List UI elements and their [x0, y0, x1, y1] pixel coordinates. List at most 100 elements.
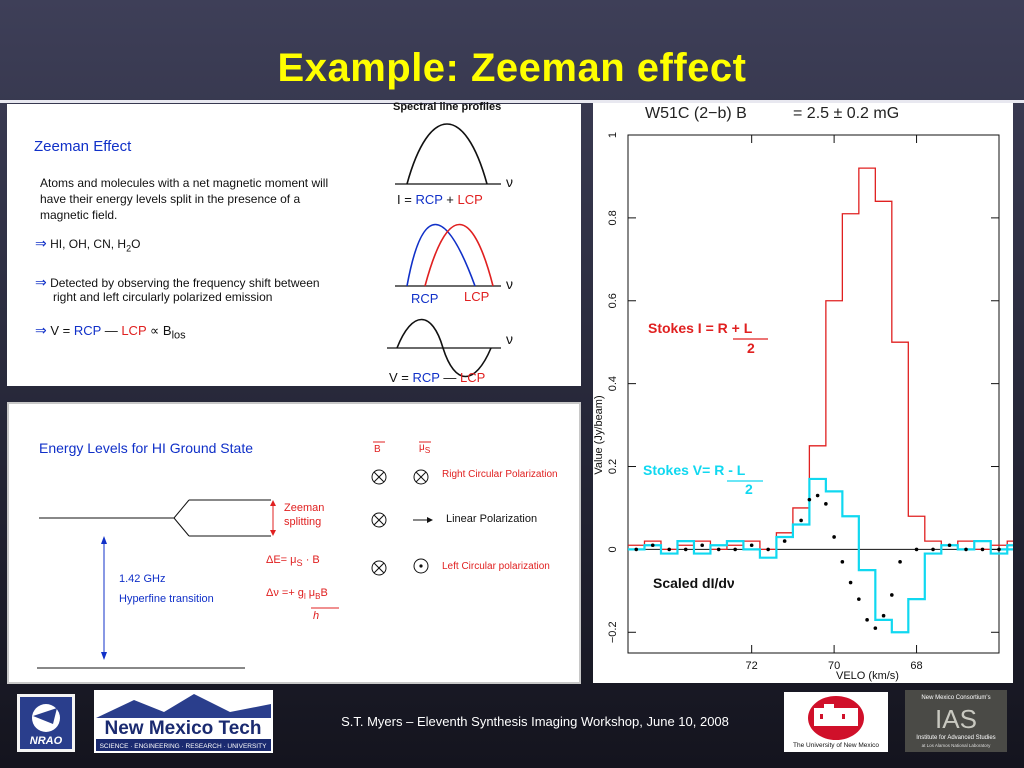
- ias-logo: New Mexico Consortium's IAS Institute fo…: [905, 690, 1007, 752]
- y-axis-label: Value (Jy/beam): [593, 395, 605, 474]
- arrow-icon: ⇒: [35, 235, 47, 251]
- mu-symbol: μ: [419, 442, 425, 453]
- footer-credit: S.T. Myers – Eleventh Synthesis Imaging …: [341, 714, 729, 729]
- nmt-logo-icon: New Mexico Tech SCIENCE · ENGINEERING · …: [96, 694, 271, 751]
- y-tick-label: −0.2: [607, 621, 619, 643]
- scaled-derivative-point: [824, 502, 828, 506]
- bullet-3-v: V =: [50, 323, 71, 338]
- stokes-v-series: [628, 477, 1024, 634]
- bullet-3-sub: los: [171, 329, 186, 342]
- x-tick-label: 70: [828, 660, 840, 672]
- x-tick-label: 72: [746, 660, 758, 672]
- delta-e-formula: ΔE= μS · B: [266, 554, 320, 568]
- scaled-derivative-point: [865, 618, 869, 622]
- energy-level-diagram: [37, 441, 433, 669]
- ias-logo-icon: New Mexico Consortium's IAS Institute fo…: [916, 695, 995, 748]
- scaled-derivative-point: [947, 543, 952, 548]
- energy-heading: Energy Levels for HI Ground State: [39, 440, 253, 456]
- freq-label: 1.42 GHz: [119, 573, 166, 585]
- scaled-derivative-point: [766, 547, 770, 552]
- scaled-derivative-point: [873, 626, 878, 630]
- crossed-circle-icon: [371, 469, 387, 485]
- energy-levels-panel: Energy Levels for HI Ground State: [7, 402, 581, 684]
- crossed-circle-icon: [371, 512, 387, 528]
- rcp-text: Right Circular Polarization: [442, 469, 558, 480]
- delta-nu-mu: μ: [308, 587, 316, 599]
- zeeman-chart-panel: W51C (2−b) B = 2.5 ± 0.2 mG 72 70 68 −0.2 0 0…: [593, 103, 1024, 683]
- scaled-derivative-point: [914, 547, 919, 552]
- lcp-label: LCP: [464, 289, 490, 304]
- crossed-circle-icon: [413, 469, 429, 485]
- lcp-profile: [424, 223, 494, 287]
- paragraph-line-2: have their energy levels split in the pr…: [40, 192, 301, 206]
- slide-title: Example: Zeeman effect: [277, 46, 747, 90]
- x-axis-label: VELO (km/s): [836, 670, 899, 682]
- nmt-logo: New Mexico Tech SCIENCE · ENGINEERING · …: [94, 690, 273, 753]
- svg-text:New Mexico Consortium's: New Mexico Consortium's: [921, 695, 990, 701]
- y-tick-label: 0.8: [607, 210, 619, 225]
- zeeman-chart: W51C (2−b) B = 2.5 ± 0.2 mG 72 70 68 −0.2 0 0…: [593, 105, 1024, 682]
- scaled-derivative-point: [815, 493, 820, 498]
- scaled-derivative-point: [997, 547, 1001, 552]
- bullet-2: ⇒ Detected by observing the frequency sh…: [35, 274, 320, 291]
- bullet-1-sub: 2: [126, 243, 132, 254]
- scaled-derivative-point: [881, 613, 886, 618]
- scaled-derivative-point: [700, 543, 704, 548]
- scaled-derivative-point: [890, 593, 894, 597]
- rcp-profile: [406, 223, 476, 287]
- svg-text:IAS: IAS: [935, 704, 977, 734]
- eq-v-lcp: LCP: [459, 370, 486, 385]
- eq-v-rcp: RCP: [412, 370, 440, 385]
- scaled-derivative-point: [749, 543, 754, 548]
- stokes-v-den: 2: [745, 481, 753, 497]
- split-branch-upper: [173, 499, 190, 519]
- total-profile: [406, 123, 488, 185]
- svg-text:at Los Alamos National Laborat: at Los Alamos National Laboratory: [922, 743, 992, 748]
- scaled-derivative-point: [807, 497, 812, 502]
- scaled-label: Scaled dI/dν: [653, 575, 735, 591]
- eq-i-lcp: LCP: [457, 192, 483, 207]
- nrao-logo-icon: NRAO: [20, 697, 72, 749]
- arrowhead-icon: [427, 517, 433, 523]
- stokes-i-series: [628, 167, 1024, 551]
- scaled-derivative-point: [716, 547, 721, 552]
- bullet-1-end: O: [131, 237, 141, 251]
- eq-i-label: I =: [397, 192, 412, 207]
- scaled-derivative-point: [683, 547, 688, 552]
- y-tick-label: 0.2: [607, 459, 619, 474]
- scaled-derivative-point: [832, 535, 836, 539]
- delta-nu-end: B: [320, 587, 328, 599]
- scaled-derivative-point: [799, 518, 803, 523]
- bullet-2-line-1: Detected by observing the frequency shif…: [50, 276, 320, 290]
- stokes-i-label: Stokes I = R + L: [648, 320, 753, 336]
- y-tick-label: 0: [607, 546, 619, 552]
- svg-text:The University of New Mexico: The University of New Mexico: [793, 742, 879, 749]
- scaled-derivative-point: [650, 543, 655, 548]
- scaled-derivative-point: [898, 560, 902, 564]
- scaled-derivative-point: [634, 547, 639, 552]
- scaled-derivative-point: [840, 560, 845, 564]
- lcp-text: Left Circular polarization: [442, 561, 550, 572]
- eq-i-plus: +: [446, 192, 454, 207]
- zeeman-label-2: splitting: [284, 516, 322, 528]
- h-label: h: [313, 610, 320, 622]
- y-tick-label: 0.4: [607, 376, 619, 391]
- scaled-derivative-point: [667, 547, 672, 552]
- delta-e-end: · B: [305, 554, 320, 566]
- spectral-profiles-diagram: [387, 123, 501, 378]
- dotted-circle-icon: [413, 558, 429, 574]
- eq-v-label: V =: [389, 370, 409, 385]
- plot-border: [627, 134, 1000, 654]
- arrow-icon: ⇒: [35, 322, 47, 338]
- svg-text:NRAO: NRAO: [30, 735, 63, 747]
- y-tick-label: 0.6: [607, 293, 619, 308]
- svg-text:Institute for Advanced Studies: Institute for Advanced Studies: [916, 735, 995, 741]
- x-tick-label: 68: [910, 660, 922, 672]
- zeeman-label-1: Zeeman: [284, 502, 325, 514]
- scaled-derivative-point: [782, 539, 787, 543]
- bullet-3: ⇒ V = RCP — LCP ∝ Blos: [35, 322, 186, 342]
- equation-v: V = RCP — LCP: [389, 370, 485, 385]
- chart-title-value: = 2.5 ± 0.2 mG: [793, 105, 899, 122]
- scaled-derivative-point: [980, 547, 985, 552]
- delta-e-label: ΔE= μ: [266, 554, 297, 566]
